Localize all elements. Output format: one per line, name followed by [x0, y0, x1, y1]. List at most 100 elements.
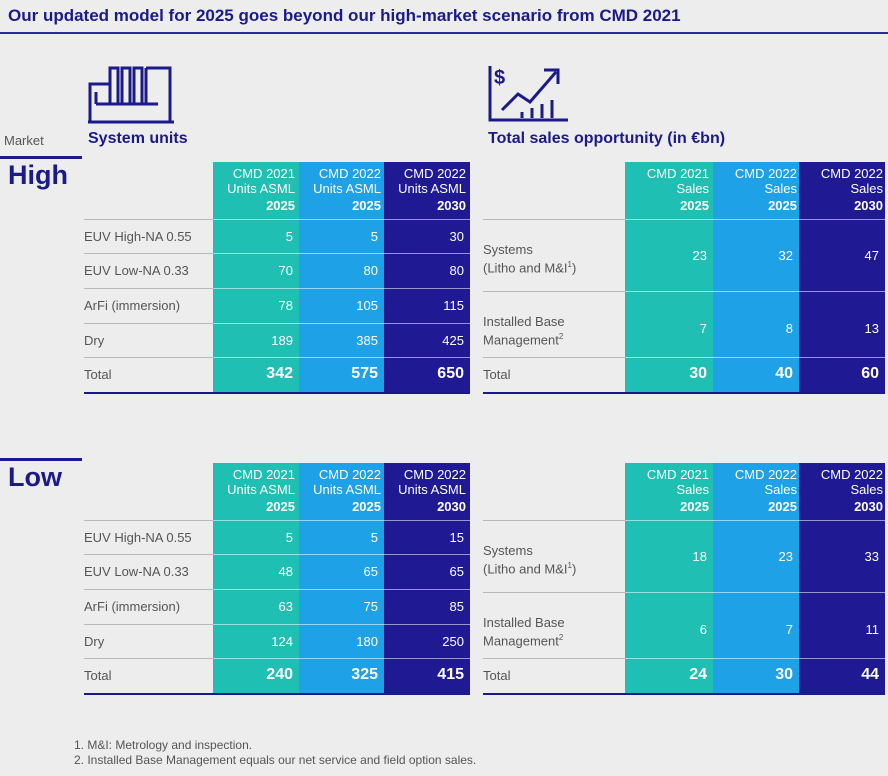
row-divider	[483, 520, 625, 521]
label-line1: Installed Base	[483, 615, 565, 630]
row-divider	[213, 357, 470, 358]
low-units-header-col1: CMD 2021 Units ASML 2025	[213, 467, 295, 514]
high-units-cell: 80	[363, 263, 378, 278]
label-line2: (Litho and M&I1)	[483, 561, 577, 577]
high-sales-cell: 60	[861, 365, 879, 382]
row-divider	[84, 288, 213, 289]
high-units-header-col3: CMD 2022 Units ASML 2030	[384, 166, 466, 213]
low-sales-cell: 23	[778, 549, 793, 564]
header-line2: Units ASML	[227, 482, 295, 497]
low-units-col-3-bg	[384, 463, 470, 693]
header-line2: Sales	[850, 181, 883, 196]
high-units-cell: 575	[351, 365, 378, 382]
row-divider	[213, 554, 470, 555]
header-line2: Units ASML	[227, 181, 295, 196]
header-year: 2030	[437, 198, 466, 213]
high-units-cell: 342	[266, 365, 293, 382]
header-line2: Units ASML	[398, 181, 466, 196]
high-sales-cell: 40	[775, 365, 793, 382]
low-sales-cell: 18	[692, 549, 707, 564]
footnote-1: 1. M&I: Metrology and inspection.	[74, 738, 253, 752]
row-divider	[84, 323, 213, 324]
low-units-cell: 5	[285, 530, 293, 545]
high-units-cell: 115	[443, 298, 464, 313]
row-divider	[84, 219, 213, 220]
high-units-cell: 425	[442, 333, 464, 348]
low-units-row-label: Dry	[84, 634, 105, 649]
high-sales-row-label-systems: Systems (Litho and M&I1)	[483, 242, 576, 275]
system-units-icon	[88, 66, 174, 124]
header-line2: Units ASML	[313, 181, 381, 196]
header-line2: Sales	[764, 181, 797, 196]
high-sales-col-3-bg	[799, 162, 885, 392]
label-line2: (Litho and M&I1)	[483, 260, 577, 276]
high-units-col-2-bg	[299, 162, 384, 392]
high-sales-header-col2: CMD 2022 Sales 2025	[713, 166, 797, 213]
high-system-units-table: CMD 2021 Units ASML 2025 CMD 2022 Units ASML…	[84, 162, 470, 394]
low-sales-col-1-bg	[625, 463, 713, 693]
row-divider	[213, 219, 470, 220]
row-divider	[213, 323, 470, 324]
low-units-cell: 5	[370, 530, 378, 545]
header-year: 2025	[680, 499, 709, 514]
header-line1: CMD 2022	[318, 467, 381, 482]
low-units-header-col3: CMD 2022 Units ASML 2030	[384, 467, 466, 514]
low-units-cell: 85	[449, 599, 464, 614]
header-line2: Units ASML	[313, 482, 381, 497]
row-divider	[625, 219, 885, 220]
label-line2: Management2	[483, 332, 564, 348]
high-units-cell: 78	[278, 298, 293, 313]
high-units-cell: 385	[356, 333, 378, 348]
header-year: 2030	[854, 198, 883, 213]
high-sales-cell: 30	[689, 365, 707, 382]
low-units-row-label: EUV Low-NA 0.33	[84, 564, 189, 579]
high-sales-cell: 8	[785, 321, 793, 336]
high-sales-cell: 7	[699, 321, 707, 336]
row-divider	[213, 658, 470, 659]
high-sales-row-label-total: Total	[483, 367, 511, 382]
low-units-col-1-bg	[213, 463, 299, 693]
low-units-cell: 415	[437, 666, 464, 683]
header-line2: Units ASML	[398, 482, 466, 497]
row-divider	[483, 219, 625, 220]
low-sales-cell: 24	[689, 666, 707, 683]
label-line1: Systems	[483, 543, 533, 558]
label-line2: Management2	[483, 633, 564, 649]
header-line2: Sales	[676, 181, 709, 196]
header-year: 2025	[680, 198, 709, 213]
high-sales-header-col3: CMD 2022 Sales 2030	[799, 166, 883, 213]
high-units-cell: 80	[449, 263, 464, 278]
header-line2: Sales	[764, 482, 797, 497]
table-bottom-rule	[483, 392, 885, 394]
row-divider	[625, 357, 885, 358]
header-year: 2030	[854, 499, 883, 514]
high-sales-cell: 23	[692, 248, 707, 263]
high-units-cell: 105	[356, 298, 378, 313]
low-sales-row-label-systems: Systems (Litho and M&I1)	[483, 543, 576, 576]
row-divider	[483, 658, 625, 659]
row-divider	[213, 589, 470, 590]
footnote-2: 2. Installed Base Management equals our …	[74, 753, 477, 767]
high-sales-col-2-bg	[713, 162, 799, 392]
low-units-cell: 63	[278, 599, 293, 614]
low-units-cell: 325	[351, 666, 378, 683]
low-units-row-label: Total	[84, 668, 112, 683]
header-line1: CMD 2022	[403, 467, 466, 482]
low-units-cell: 250	[442, 634, 464, 649]
low-sales-col-2-bg	[713, 463, 799, 693]
high-units-cell: 70	[278, 263, 293, 278]
high-sales-header-col1: CMD 2021 Sales 2025	[625, 166, 709, 213]
page-title: Our updated model for 2025 goes beyond o…	[8, 6, 681, 25]
low-sales-col-3-bg	[799, 463, 885, 693]
header-line1: CMD 2021	[646, 467, 709, 482]
high-units-cell: 5	[285, 229, 293, 244]
high-units-col-1-bg	[213, 162, 299, 392]
row-divider	[625, 520, 885, 521]
header-line1: CMD 2022	[820, 467, 883, 482]
low-units-row-label: EUV High-NA 0.55	[84, 530, 192, 545]
header-line1: CMD 2022	[734, 166, 797, 181]
high-units-cell: 189	[271, 333, 293, 348]
header-year: 2025	[266, 198, 295, 213]
header-line1: CMD 2022	[734, 467, 797, 482]
row-divider	[84, 253, 213, 254]
